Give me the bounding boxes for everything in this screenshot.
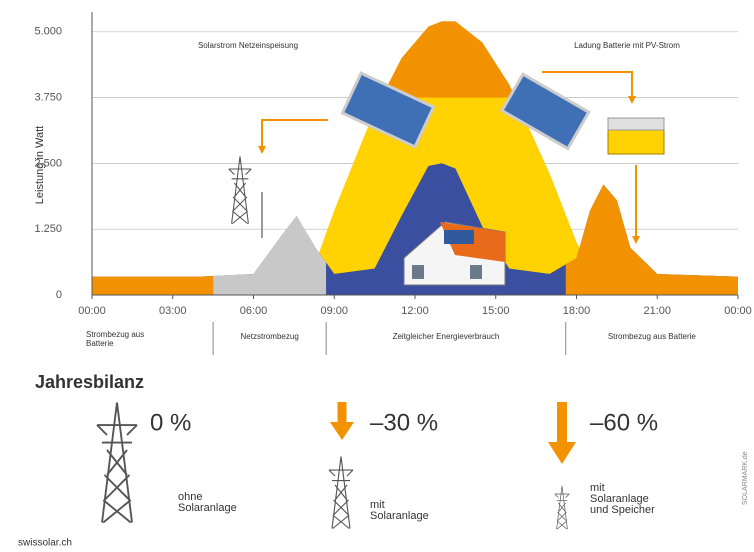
x-tick-label: 15:00 <box>482 305 510 317</box>
summary-title: Jahresbilanz <box>35 372 144 392</box>
x-tick-label: 21:00 <box>643 305 671 317</box>
infographic: 01.2502.5003.7505.00000:0003:0006:0009:0… <box>0 0 754 552</box>
period-label: Zeitgleicher Energieverbrauch <box>393 332 500 341</box>
summary: Jahresbilanz 0 % –30 % –60 % ohneSolaran… <box>18 372 749 549</box>
percent: 0 % <box>150 409 191 436</box>
x-tick-label: 06:00 <box>240 305 268 317</box>
period-label: Batterie <box>86 339 114 348</box>
y-tick-label: 1.250 <box>34 223 62 235</box>
x-tick-label: 03:00 <box>159 305 187 317</box>
period-label: Netzstrombezug <box>241 332 299 341</box>
x-tick-label: 12:00 <box>401 305 429 317</box>
x-tick-label: 00:00 <box>78 305 106 317</box>
y-axis-title: Leistung in Watt <box>34 126 46 204</box>
caption: und Speicher <box>590 504 655 516</box>
x-tick-label: 09:00 <box>320 305 348 317</box>
annotation: Solarstrom Netzeinspeisung <box>198 41 298 50</box>
percent: –60 % <box>590 409 658 436</box>
annotation: Ladung Batterie mit PV-Strom <box>574 41 680 50</box>
source: swissolar.ch <box>18 538 72 549</box>
caption: Solaranlage <box>178 502 237 514</box>
period-label: Strombezug aus Batterie <box>608 332 697 341</box>
period-label: Strombezug aus <box>86 330 144 339</box>
x-tick-label: 18:00 <box>563 305 591 317</box>
y-tick-label: 0 <box>56 289 62 301</box>
y-tick-label: 5.000 <box>34 26 62 38</box>
y-tick-label: 3.750 <box>34 92 62 104</box>
percent: –30 % <box>370 409 438 436</box>
caption: Solaranlage <box>370 510 429 522</box>
credit: SOLARMARK.de <box>742 451 749 505</box>
x-tick-label: 00:00 <box>724 305 752 317</box>
